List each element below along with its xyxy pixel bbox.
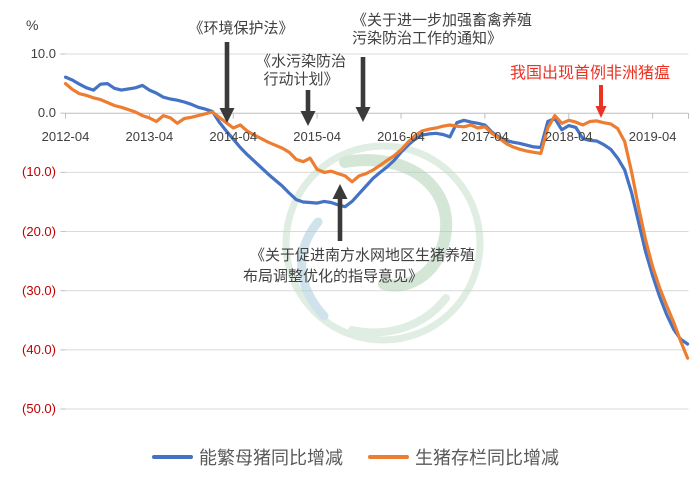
series-line-1 <box>63 81 690 360</box>
y-tick-label: (50.0) <box>22 401 56 417</box>
y-tick-label: 0.0 <box>37 105 56 121</box>
arrow-south-water-guidance <box>332 184 348 241</box>
x-tick-label: 2015-04 <box>293 129 341 144</box>
annotation-text: 我国出现首例非洲猪瘟 <box>509 65 671 82</box>
legend-line-swatch-orange <box>368 455 409 459</box>
watermark-wave <box>297 217 329 321</box>
y-tick-label: (40.0) <box>22 341 56 357</box>
watermark-ring <box>282 142 484 344</box>
y-tick-label: (30.0) <box>22 282 56 298</box>
legend-line-swatch-blue <box>152 455 193 459</box>
x-tick-label: 2018-04 <box>544 129 593 144</box>
x-tick-label: 2017-04 <box>461 129 509 144</box>
annotation-env-law: 《环境保护法》 <box>188 20 293 38</box>
y-tick-label: 10.0 <box>30 46 56 62</box>
series-line-0 <box>63 75 690 346</box>
annotation-text: 行动计划》 <box>263 71 339 88</box>
annotation-livestock-notice: 《关于进一步加强畜禽养殖 污染防治工作的通知》 <box>352 12 532 48</box>
annotation-text: 布局调整优化的指导意见》 <box>243 268 424 285</box>
x-tick-label: 2014-04 <box>209 129 258 144</box>
arrow-env-law <box>219 42 235 123</box>
watermark-swirl <box>339 154 453 292</box>
legend: 能繁母猪同比增减 生猪存栏同比增减 <box>152 444 559 470</box>
watermark-logo <box>282 142 484 344</box>
x-tick-label: 2016-04 <box>377 129 425 144</box>
y-tick-label: (10.0) <box>22 164 56 180</box>
y-axis-unit-label: % <box>26 17 39 33</box>
legend-item-hog-series: 生猪存栏同比增减 <box>368 444 559 470</box>
legend-label: 生猪存栏同比增减 <box>415 448 559 468</box>
x-tick-label: 2012-04 <box>41 129 90 144</box>
annotation-south-water-guidance: 《关于促进南方水网地区生猪养殖 布局调整优化的指导意见》 <box>243 245 475 287</box>
annotation-text: 《水污染防治 <box>255 53 347 70</box>
watermark-leaf <box>348 294 450 337</box>
legend-label: 能繁母猪同比增减 <box>199 448 343 468</box>
annotation-text: 《关于促进南方水网地区生猪养殖 <box>250 247 476 264</box>
x-tick-label: 2019-04 <box>628 129 677 144</box>
arrow-asf-first-case <box>595 85 607 118</box>
annotation-water-plan: 《水污染防治 行动计划》 <box>256 53 346 89</box>
annotation-text: 《环境保护法》 <box>188 20 294 37</box>
legend-item-sow-series: 能繁母猪同比增减 <box>152 444 343 470</box>
annotation-text: 污染防治工作的通知》 <box>352 30 503 47</box>
y-tick-label: (20.0) <box>22 223 56 239</box>
x-tick-label: 2013-04 <box>125 129 174 144</box>
annotation-asf-first-case: 我国出现首例非洲猪瘟 <box>510 65 670 83</box>
arrow-water-plan <box>300 90 316 126</box>
arrow-livestock-notice <box>355 57 371 122</box>
annotation-text: 《关于进一步加强畜禽养殖 <box>352 12 533 29</box>
